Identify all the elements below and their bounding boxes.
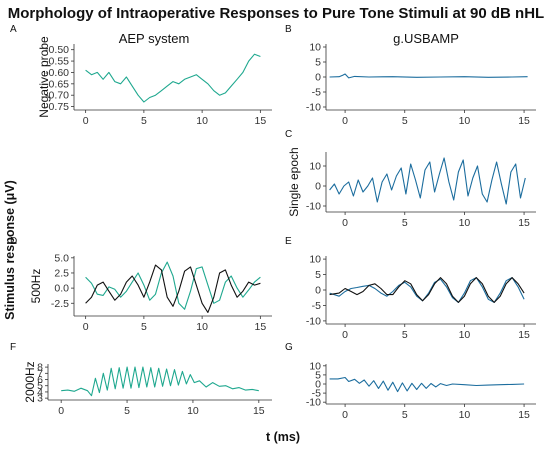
column-title-gusbamp: g.USBAMP (393, 31, 459, 46)
y-tick-label: 0 (315, 72, 321, 84)
y-tick-label: -0.70 (45, 90, 69, 102)
series-line-blue (329, 73, 528, 79)
x-tick-label: 5 (402, 409, 408, 421)
panel-letter: E (285, 236, 292, 247)
series-line-black (329, 277, 525, 303)
y-tick-label: 5 (315, 269, 321, 281)
x-tick-label: 10 (459, 409, 471, 421)
y-axis-label: Stimulus response (μV) (3, 180, 17, 320)
x-tick-label: 0 (83, 115, 89, 127)
y-tick-label: -10 (306, 397, 321, 409)
panel-letter: B (285, 24, 292, 35)
y-tick-label: -5 (312, 300, 321, 312)
y-tick-label: 0 (315, 379, 321, 391)
x-tick-label: 10 (196, 321, 208, 333)
y-tick-label: -0.50 (45, 44, 69, 56)
y-tick-label: -0.60 (45, 67, 69, 79)
y-tick-label: 6 (37, 374, 43, 386)
series-line-blue (329, 277, 525, 303)
y-tick-label: 5 (37, 380, 43, 392)
panel-E: E 0 5 10 15 10 5 0 -5 -10 (285, 236, 536, 341)
y-tick-label: 0.0 (54, 283, 69, 295)
y-tick-label: 7 (37, 368, 43, 380)
x-axis-label: t (ms) (266, 430, 300, 444)
series-line-teal (61, 366, 259, 397)
x-tick-label: 15 (518, 217, 530, 229)
y-axis-title: 500Hz (29, 269, 43, 304)
series-line-teal (85, 261, 261, 310)
y-tick-label: 0 (315, 181, 321, 193)
x-tick-label: 10 (196, 115, 208, 127)
panel-A: A Negative probe 0 5 10 15 -0.50-0.55-0.60-0.6… (10, 24, 272, 127)
x-tick-label: 10 (459, 329, 471, 341)
x-tick-label: 15 (518, 409, 530, 421)
panel-B: B 0 5 10 15 10 5 0 -5 -10 (285, 24, 536, 127)
x-tick-label: 0 (83, 321, 89, 333)
panel-letter: F (10, 342, 16, 353)
y-tick-label: 10 (309, 360, 321, 372)
x-tick-label: 15 (255, 321, 267, 333)
panel-letter: G (285, 342, 293, 353)
y-tick-label: 10 (309, 161, 321, 173)
series-line-black (85, 264, 261, 313)
y-tick-label: 8 (37, 362, 43, 374)
y-tick-label: -2.5 (51, 298, 69, 310)
x-tick-label: 0 (342, 217, 348, 229)
y-tick-label: 3 (37, 393, 43, 405)
x-tick-label: 5 (402, 329, 408, 341)
y-tick-label: 10 (309, 254, 321, 266)
y-tick-label: 5 (315, 57, 321, 69)
y-tick-label: 5 (315, 369, 321, 381)
series-line-teal (85, 53, 261, 103)
x-tick-label: 0 (342, 329, 348, 341)
x-tick-label: 0 (342, 409, 348, 421)
x-tick-label: 10 (459, 217, 471, 229)
x-tick-label: 15 (253, 405, 265, 417)
x-tick-label: 15 (518, 115, 530, 127)
figure-title: Morphology of Intraoperative Responses t… (8, 5, 544, 22)
x-tick-label: 5 (141, 321, 147, 333)
x-tick-label: 10 (459, 115, 471, 127)
y-axis-title: 2000Hz (23, 361, 37, 402)
panel-letter: A (10, 24, 17, 35)
y-tick-label: 10 (309, 42, 321, 54)
x-tick-label: 5 (402, 115, 408, 127)
y-tick-label: 0 (315, 285, 321, 297)
x-tick-label: 5 (141, 115, 147, 127)
x-tick-label: 5 (124, 405, 130, 417)
series-line-blue (329, 157, 526, 205)
y-axis-title: Single epoch (287, 147, 301, 216)
x-tick-label: 10 (187, 405, 199, 417)
x-tick-label: 15 (518, 329, 530, 341)
y-tick-label: -0.75 (45, 101, 69, 113)
panel-D: D 500Hz 0 5 10 15 5.0 2.5 0.0 -2.5 (10, 236, 272, 333)
y-tick-label: -10 (306, 102, 321, 114)
panel-C: C Single epoch 0 5 10 15 10 0 -10 (285, 129, 536, 229)
y-axis-title: Negative probe (37, 36, 51, 118)
y-tick-label: 2.5 (54, 267, 69, 279)
y-tick-label: -0.55 (45, 56, 69, 68)
y-tick-label: -5 (312, 388, 321, 400)
y-tick-label: -5 (312, 87, 321, 99)
y-tick-label: -10 (306, 315, 321, 327)
x-tick-label: 0 (342, 115, 348, 127)
x-tick-label: 5 (402, 217, 408, 229)
y-tick-label: -0.65 (45, 78, 69, 90)
panel-letter: C (285, 129, 292, 140)
y-tick-label: 5.0 (54, 252, 69, 264)
x-tick-label: 0 (58, 405, 64, 417)
column-title-aep: AEP system (119, 31, 190, 46)
series-line-blue (329, 376, 525, 393)
y-tick-label: -10 (306, 201, 321, 213)
x-tick-label: 15 (255, 115, 267, 127)
panel-letter: D (10, 236, 17, 247)
y-tick-label: 4 (37, 386, 43, 398)
